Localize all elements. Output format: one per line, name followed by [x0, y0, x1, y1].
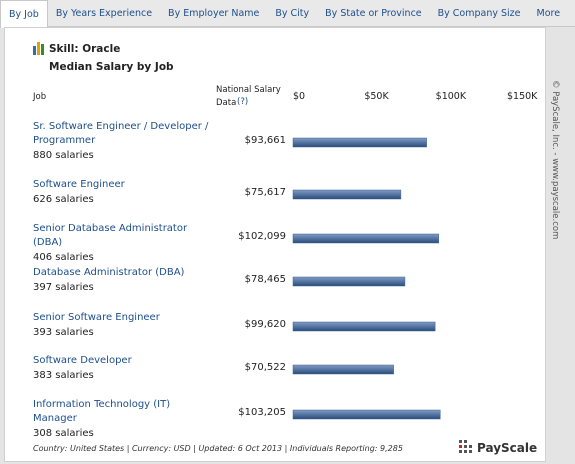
x-tick-label: $50K	[364, 91, 389, 102]
job-link[interactable]: Senior Database Administrator (DBA)	[33, 223, 188, 248]
tab[interactable]: By Company Size	[437, 8, 521, 19]
job-link[interactable]: Software Developer	[33, 355, 132, 366]
panel	[4, 27, 546, 462]
value-label: $75,617	[244, 187, 286, 198]
x-tick-label: $100K	[435, 91, 467, 102]
logo-dot	[464, 450, 467, 453]
tab[interactable]: By Job	[0, 0, 48, 28]
salary-count: 626 salaries	[33, 194, 94, 205]
job-link[interactable]: Software Engineer	[33, 179, 125, 190]
x-tick-label: $0	[293, 91, 306, 102]
row: Information Technology (IT) Manager 308 s…	[33, 398, 213, 441]
bar	[292, 409, 441, 420]
x-tick-label: $150K	[507, 91, 538, 102]
row: Senior Database Administrator (DBA) 406 s…	[33, 222, 213, 265]
tab[interactable]: By Years Experience	[55, 8, 153, 19]
value-label: $103,205	[238, 407, 286, 418]
tab-bar: By Job By Years Experience By Employer Nam…	[0, 0, 575, 28]
value-label: $70,522	[244, 362, 286, 373]
value-label: $99,620	[244, 319, 286, 330]
salary-count: 308 salaries	[33, 428, 94, 439]
logo-dot	[464, 445, 467, 448]
row: Sr. Software Engineer / Developer / Prog…	[33, 120, 213, 163]
row: Software Developer 383 salaries	[33, 354, 213, 383]
logo-dot	[469, 450, 472, 453]
job-link[interactable]: Database Administrator (DBA)	[33, 267, 185, 278]
value-header: National Salary Data	[216, 85, 281, 108]
bar	[292, 137, 427, 148]
chart-title: Skill: Oracle	[49, 43, 121, 55]
row: Senior Software Engineer 393 salaries	[33, 311, 213, 340]
bar	[292, 364, 394, 375]
help-link[interactable]: (?)	[237, 97, 249, 107]
bar	[292, 276, 406, 287]
salary-count: 406 salaries	[33, 252, 94, 263]
bar	[292, 189, 402, 200]
bar	[292, 233, 439, 244]
row: Software Engineer 626 salaries	[33, 178, 213, 207]
logo-dot	[469, 445, 472, 448]
salary-count: 397 salaries	[33, 282, 94, 293]
icon	[41, 44, 44, 55]
tab[interactable]: By State or Province	[325, 8, 422, 19]
logo-dot	[459, 450, 462, 453]
job-link[interactable]: Senior Software Engineer	[33, 312, 160, 323]
tab[interactable]: More	[536, 8, 561, 19]
value-label: $78,465	[244, 274, 286, 285]
job-link[interactable]: Sr. Software Engineer / Developer / Prog…	[33, 121, 209, 146]
salary-count: 393 salaries	[33, 327, 94, 338]
bar	[292, 321, 436, 332]
category-header: Job	[33, 92, 47, 102]
side-note: © PayScale, Inc. - www.payscale.com	[550, 80, 560, 240]
logo-dot	[459, 445, 462, 448]
value-label: $102,099	[238, 231, 286, 242]
salary-count: 383 salaries	[33, 370, 94, 381]
logo-dot	[459, 440, 462, 443]
logo: PayScale	[477, 441, 538, 455]
chart-subtitle: Median Salary by Job	[49, 61, 174, 73]
tab[interactable]: By Employer Name	[168, 8, 260, 19]
icon	[33, 46, 36, 55]
icon	[37, 42, 40, 55]
footer: Country: United States | Currency: USD |…	[33, 444, 403, 453]
tab[interactable]: By City	[275, 8, 310, 19]
value-label: $93,661	[244, 135, 286, 146]
salary-count: 880 salaries	[33, 150, 94, 161]
logo-dot	[464, 440, 467, 443]
job-link[interactable]: Information Technology (IT) Manager	[33, 399, 171, 424]
row: Database Administrator (DBA) 397 salaries	[33, 266, 213, 295]
